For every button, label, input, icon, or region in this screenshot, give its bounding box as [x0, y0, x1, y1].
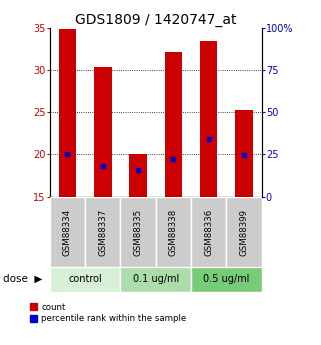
Text: control: control — [68, 275, 102, 284]
Text: 0.5 ug/ml: 0.5 ug/ml — [203, 275, 249, 284]
FancyBboxPatch shape — [226, 197, 262, 267]
Text: GSM88335: GSM88335 — [134, 208, 143, 256]
Title: GDS1809 / 1420747_at: GDS1809 / 1420747_at — [75, 12, 237, 27]
FancyBboxPatch shape — [120, 267, 191, 292]
Text: 0.1 ug/ml: 0.1 ug/ml — [133, 275, 179, 284]
FancyBboxPatch shape — [50, 267, 120, 292]
FancyBboxPatch shape — [50, 197, 85, 267]
Bar — [58, 29, 76, 197]
Text: GSM88338: GSM88338 — [169, 208, 178, 256]
Bar — [200, 41, 218, 197]
Text: GSM88399: GSM88399 — [239, 208, 248, 256]
Text: GSM88336: GSM88336 — [204, 208, 213, 256]
Text: GSM88337: GSM88337 — [98, 208, 107, 256]
FancyBboxPatch shape — [156, 197, 191, 267]
FancyBboxPatch shape — [191, 267, 262, 292]
Text: GSM88334: GSM88334 — [63, 208, 72, 256]
Bar — [164, 52, 182, 197]
Bar — [235, 110, 253, 197]
Bar — [129, 154, 147, 197]
FancyBboxPatch shape — [120, 197, 156, 267]
Text: dose  ▶: dose ▶ — [3, 274, 43, 284]
FancyBboxPatch shape — [85, 197, 120, 267]
FancyBboxPatch shape — [191, 197, 226, 267]
Legend: count, percentile rank within the sample: count, percentile rank within the sample — [30, 303, 187, 323]
Bar — [94, 67, 112, 197]
